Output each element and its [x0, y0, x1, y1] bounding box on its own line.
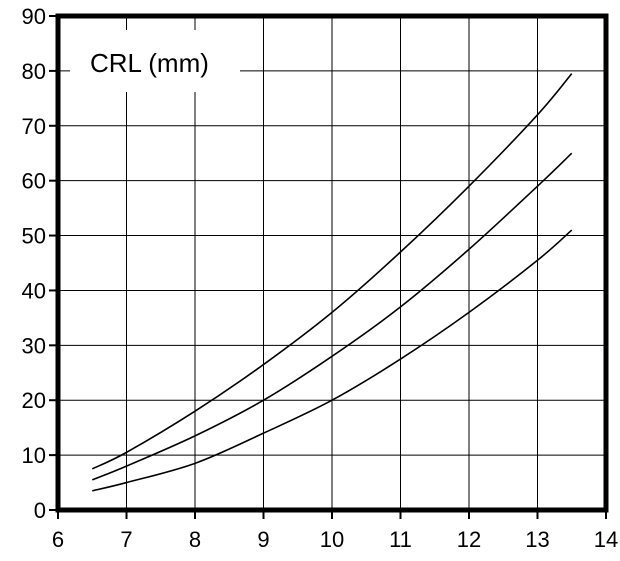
y-axis: 0 10 20 30 40 50 60 70 80 90: [22, 4, 58, 523]
y-tick-label: 50: [22, 224, 46, 249]
y-tick-label: 30: [22, 333, 46, 358]
grid-lines: [58, 16, 606, 510]
x-tick-label: 11: [389, 527, 412, 552]
x-tick-label: 10: [320, 527, 344, 552]
y-tick-label: 80: [22, 59, 46, 84]
chart-title: CRL (mm): [90, 48, 209, 78]
y-tick-label: 90: [22, 4, 46, 29]
chart-title-background: [70, 30, 240, 92]
series-line-1: [91, 73, 573, 470]
x-tick-label: 9: [257, 527, 269, 552]
x-tick-label: 14: [594, 527, 618, 552]
y-tick-label: 40: [22, 278, 46, 303]
y-tick-label: 20: [22, 388, 46, 413]
x-tick-label: 6: [52, 527, 64, 552]
chart-title-box: CRL (mm): [70, 30, 240, 92]
series-lines: [91, 73, 573, 492]
x-axis: 6 7 8 9 10 11 12 13 14: [52, 510, 618, 552]
x-tick-label: 12: [457, 527, 481, 552]
y-tick-label: 10: [22, 443, 46, 468]
y-tick-label: 60: [22, 169, 46, 194]
y-tick-label: 70: [22, 114, 46, 139]
series-line-3: [92, 229, 573, 492]
x-tick-label: 8: [189, 527, 201, 552]
y-tick-label: 0: [34, 498, 46, 523]
x-tick-label: 7: [120, 527, 132, 552]
series-line-2: [91, 152, 573, 481]
x-tick-label: 13: [525, 527, 549, 552]
